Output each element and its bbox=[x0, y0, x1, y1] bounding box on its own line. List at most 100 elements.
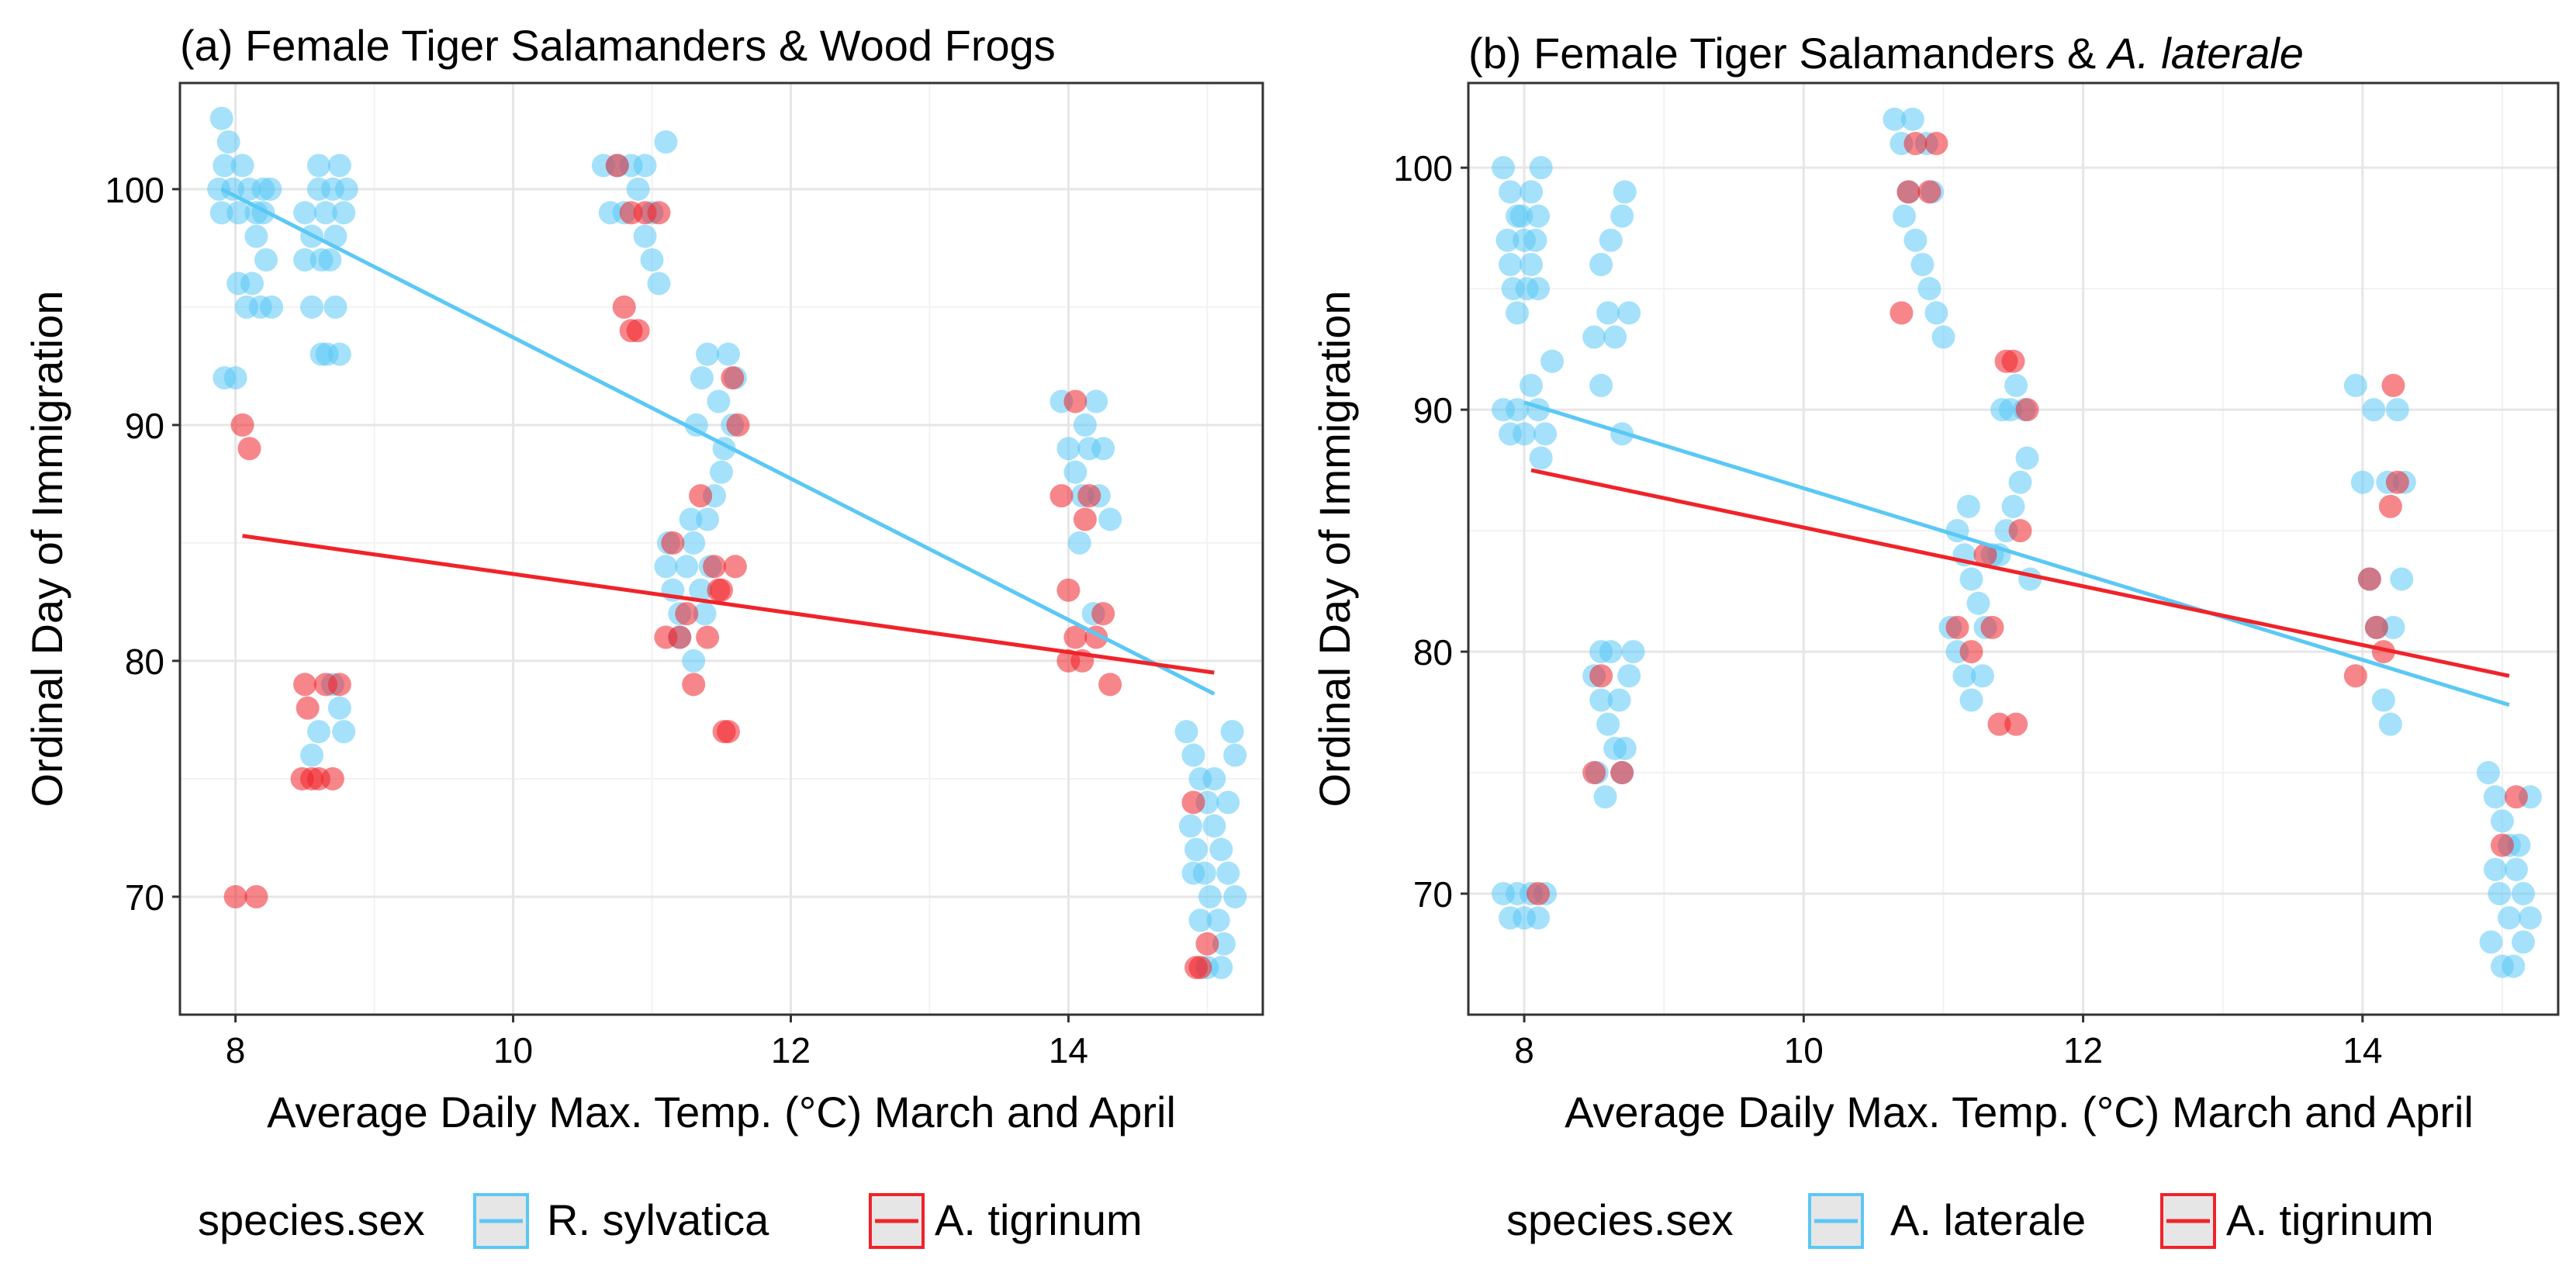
data-point bbox=[1613, 180, 1637, 204]
data-point bbox=[647, 272, 671, 296]
data-point bbox=[260, 295, 284, 319]
data-point bbox=[1098, 507, 1122, 531]
data-point bbox=[1216, 861, 1240, 885]
y-axis-label: Ordinal Day of Immigration bbox=[1310, 290, 1359, 807]
x-tick-label: 8 bbox=[1514, 1030, 1534, 1071]
y-tick-label: 80 bbox=[125, 642, 164, 682]
data-point bbox=[1492, 156, 1516, 180]
x-tick-label: 14 bbox=[1049, 1030, 1088, 1071]
data-point bbox=[2385, 398, 2409, 422]
series-points-1 bbox=[1527, 131, 2528, 906]
x-tick-label: 14 bbox=[2343, 1030, 2382, 1071]
data-point bbox=[1073, 413, 1097, 437]
data-point bbox=[2015, 446, 2039, 470]
data-point bbox=[1527, 882, 1551, 906]
data-point bbox=[1073, 507, 1097, 531]
data-point bbox=[2476, 761, 2500, 785]
x-tick-label: 12 bbox=[771, 1030, 811, 1071]
data-point bbox=[1077, 484, 1101, 508]
data-point bbox=[723, 555, 747, 579]
data-point bbox=[1181, 861, 1205, 885]
data-point bbox=[1917, 180, 1942, 204]
data-point bbox=[1509, 204, 1533, 228]
data-point bbox=[2364, 615, 2388, 639]
data-point bbox=[1049, 484, 1074, 508]
data-point bbox=[216, 130, 240, 154]
data-point bbox=[2018, 567, 2042, 591]
data-point bbox=[1506, 398, 1530, 422]
data-point bbox=[2390, 567, 2414, 591]
data-point bbox=[690, 366, 714, 390]
data-point bbox=[2001, 494, 2025, 518]
data-point bbox=[293, 673, 317, 697]
data-point bbox=[2511, 930, 2535, 954]
data-point bbox=[1056, 578, 1081, 602]
data-point bbox=[2511, 882, 2535, 906]
data-point bbox=[626, 319, 650, 343]
data-point bbox=[2004, 373, 2028, 397]
data-point bbox=[254, 248, 278, 272]
data-point bbox=[313, 201, 337, 225]
data-point bbox=[1216, 790, 1240, 815]
data-point bbox=[1959, 640, 1983, 664]
data-point bbox=[320, 766, 344, 790]
data-point bbox=[1903, 228, 1928, 252]
data-point bbox=[221, 177, 245, 201]
trend-line-0 bbox=[1523, 400, 2510, 707]
data-point bbox=[1890, 301, 1914, 325]
data-point bbox=[2362, 398, 2386, 422]
data-point bbox=[2381, 615, 2405, 639]
data-point bbox=[675, 555, 699, 579]
data-point bbox=[318, 248, 342, 272]
data-point bbox=[2504, 857, 2528, 881]
legend: species.sex R. sylvatica A. tigrinum bbox=[198, 1193, 1143, 1249]
data-point bbox=[1212, 932, 1236, 956]
chart-title-species: A. laterale bbox=[2106, 29, 2304, 78]
data-point bbox=[1184, 956, 1208, 980]
data-point bbox=[2008, 519, 2032, 543]
data-point bbox=[1195, 932, 1219, 956]
x-tick-label: 10 bbox=[493, 1030, 533, 1071]
data-point bbox=[1174, 720, 1198, 744]
data-point bbox=[1613, 736, 1637, 760]
data-point bbox=[1945, 615, 1969, 639]
data-point bbox=[2479, 930, 2503, 954]
data-point bbox=[661, 531, 685, 555]
data-point bbox=[1917, 277, 1942, 301]
data-point bbox=[1178, 814, 1202, 838]
legend-label-0: R. sylvatica bbox=[547, 1195, 769, 1244]
x-axis-label: Average Daily Max. Temp. (°C) March and … bbox=[1565, 1088, 2474, 1136]
data-point bbox=[2371, 688, 2395, 712]
data-point bbox=[2488, 882, 2512, 906]
data-point bbox=[2350, 470, 2374, 494]
y-tick-label: 100 bbox=[1393, 148, 1453, 189]
y-axis-label: Ordinal Day of Immigration bbox=[22, 290, 71, 807]
data-point bbox=[1067, 531, 1091, 555]
data-point bbox=[1593, 785, 1617, 809]
data-point bbox=[2371, 640, 2395, 664]
data-point bbox=[1184, 838, 1208, 862]
data-point bbox=[1589, 664, 1613, 688]
data-point bbox=[1959, 567, 1983, 591]
data-point bbox=[290, 766, 314, 790]
series-points-1 bbox=[223, 154, 1219, 980]
data-point bbox=[1209, 838, 1233, 862]
data-point bbox=[703, 555, 727, 579]
data-point bbox=[1956, 494, 1980, 518]
legend-label-0: A. laterale bbox=[1890, 1195, 2086, 1244]
data-point bbox=[2483, 785, 2507, 809]
data-point bbox=[1198, 884, 1222, 908]
data-point bbox=[2357, 567, 2381, 591]
data-point bbox=[209, 201, 233, 225]
data-point bbox=[1209, 956, 1233, 980]
data-point bbox=[1220, 720, 1244, 744]
data-point bbox=[1523, 228, 1547, 252]
data-point bbox=[1617, 664, 1641, 688]
data-point bbox=[612, 295, 636, 319]
data-point bbox=[721, 366, 745, 390]
data-point bbox=[1596, 301, 1620, 325]
data-point bbox=[332, 201, 356, 225]
data-point bbox=[1987, 712, 2011, 736]
data-point bbox=[712, 720, 736, 744]
